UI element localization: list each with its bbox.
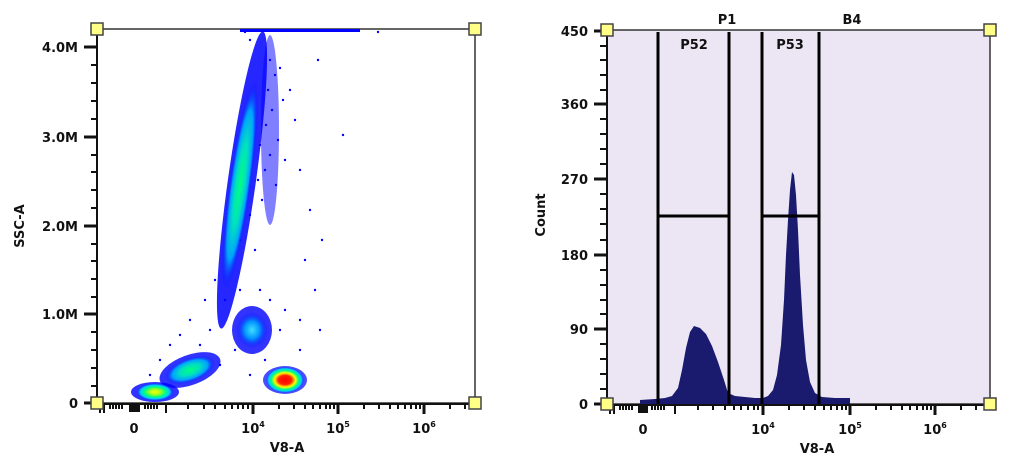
resize-handles[interactable] xyxy=(600,23,997,411)
resize-handle-bottom-left[interactable] xyxy=(600,397,614,411)
y-tick-label: 360 xyxy=(561,98,588,113)
gate-label-b4: B4 xyxy=(843,13,862,28)
y-axis xyxy=(594,29,608,406)
resize-handle-bottom-right[interactable] xyxy=(983,397,997,411)
density-clusters xyxy=(131,31,307,402)
y-tick-label: 1.0M xyxy=(42,308,78,323)
y-tick-label: 4.0M xyxy=(42,41,78,56)
gate-label-p52: P52 xyxy=(680,38,708,53)
x-axis xyxy=(97,403,475,414)
resize-handles[interactable] xyxy=(90,22,482,410)
x-axis xyxy=(607,404,990,415)
x-tick-labels: 0 104 105 106 xyxy=(638,421,947,438)
resize-handle-bottom-right[interactable] xyxy=(468,396,482,410)
resize-handle-top-left[interactable] xyxy=(600,23,614,37)
y-tick-label: 0 xyxy=(69,397,78,412)
x-tick-labels: 0 104 105 106 xyxy=(129,420,436,437)
resize-handle-bottom-left[interactable] xyxy=(90,396,104,410)
histogram-plot: P1 B4 P52 P53 450 360 270 180 90 0 Count xyxy=(534,13,997,457)
x-tick-label: 106 xyxy=(923,421,947,438)
x-axis-label: V8-A xyxy=(800,442,835,457)
y-axis xyxy=(84,29,98,405)
y-tick-label: 180 xyxy=(561,249,588,264)
y-tick-label: 3.0M xyxy=(42,131,78,146)
y-axis-label: Count xyxy=(534,193,549,236)
x-tick-label: 105 xyxy=(838,421,862,438)
y-tick-labels: 4.0M 3.0M 2.0M 1.0M 0 xyxy=(42,41,78,412)
x-tick-label: 105 xyxy=(326,420,350,437)
x-tick-label: 0 xyxy=(638,423,647,438)
gate-p52[interactable] xyxy=(656,32,731,404)
y-axis-label: SSC-A xyxy=(13,204,28,247)
y-tick-label: 0 xyxy=(579,398,588,413)
y-tick-label: 270 xyxy=(561,173,588,188)
y-tick-label: 90 xyxy=(570,323,588,338)
resize-handle-top-right[interactable] xyxy=(468,22,482,36)
gate-label-p1: P1 xyxy=(718,13,737,28)
x-tick-label: 104 xyxy=(751,421,775,438)
resize-handle-top-right[interactable] xyxy=(983,23,997,37)
y-tick-label: 450 xyxy=(561,25,588,40)
gate-p53[interactable] xyxy=(760,32,821,404)
gate-label-p53: P53 xyxy=(776,38,804,53)
x-tick-label: 104 xyxy=(241,420,265,437)
resize-handle-top-left[interactable] xyxy=(90,22,104,36)
x-tick-label: 0 xyxy=(129,422,138,437)
scatter-plot-area xyxy=(96,28,476,404)
x-tick-label: 106 xyxy=(412,420,436,437)
x-axis-label: V8-A xyxy=(270,441,305,456)
scatter-plot: 4.0M 3.0M 2.0M 1.0M 0 SSC-A 0 104 105 10… xyxy=(13,22,482,456)
y-tick-labels: 450 360 270 180 90 0 xyxy=(561,25,588,413)
histogram-area xyxy=(640,172,850,404)
y-tick-label: 2.0M xyxy=(42,220,78,235)
